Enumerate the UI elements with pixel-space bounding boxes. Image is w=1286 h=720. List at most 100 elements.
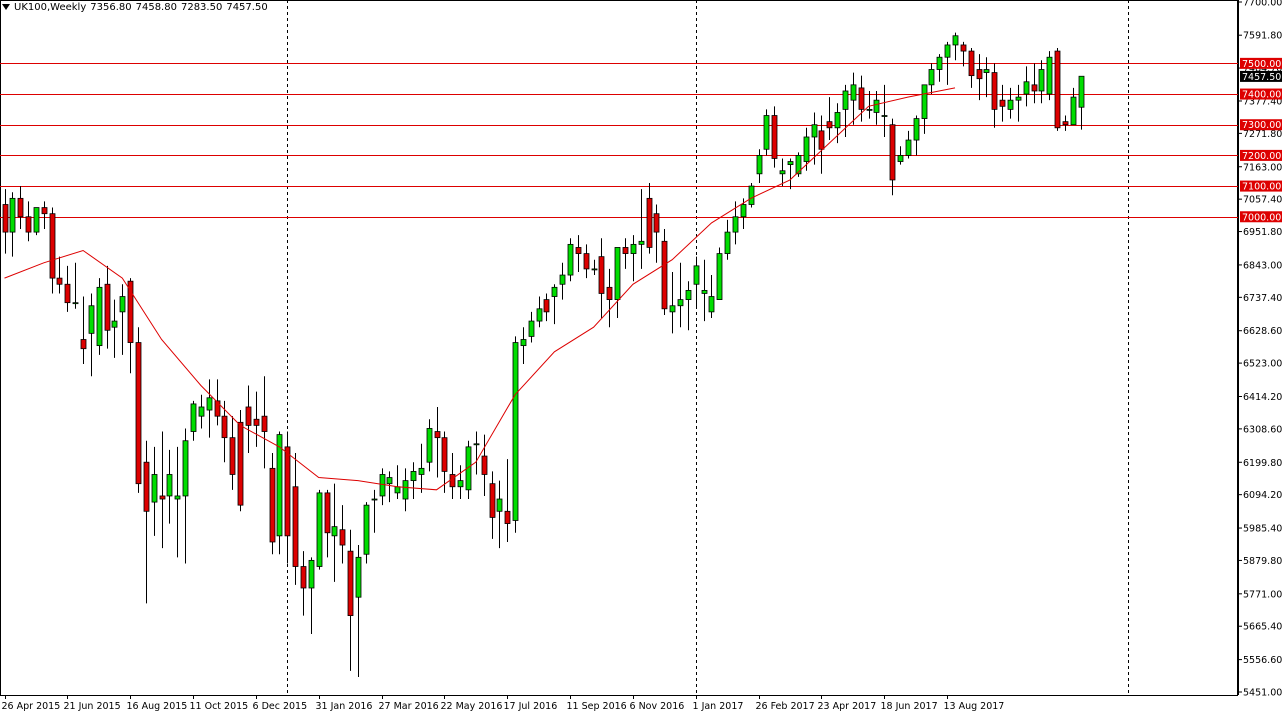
bull-candle-body bbox=[1007, 99, 1014, 110]
bull-candle-body bbox=[740, 204, 747, 218]
candle bbox=[151, 446, 158, 536]
candle bbox=[64, 265, 71, 312]
candle bbox=[897, 146, 904, 165]
high-value: 7458.80 bbox=[135, 1, 177, 13]
candle bbox=[756, 149, 763, 184]
candle bbox=[834, 103, 841, 144]
bull-candle-body bbox=[1046, 56, 1053, 95]
bull-candle-body bbox=[708, 296, 715, 313]
time-axis[interactable] bbox=[0, 696, 1238, 720]
bull-candle-body bbox=[944, 44, 951, 58]
bear-candle-body bbox=[1054, 50, 1061, 129]
bear-candle-body bbox=[41, 207, 48, 215]
candle bbox=[88, 293, 95, 377]
bear-candle-body bbox=[17, 197, 24, 218]
bull-candle-body bbox=[803, 136, 810, 162]
bear-candle-body bbox=[481, 455, 488, 475]
candle bbox=[551, 284, 558, 325]
level-label: 7000.00 bbox=[1242, 212, 1281, 223]
candle bbox=[300, 551, 307, 616]
x-tick-label: 6 Nov 2016 bbox=[630, 701, 685, 712]
candle bbox=[9, 192, 16, 257]
bull-candle-body bbox=[331, 526, 338, 537]
y-tick-label: 7591.80 bbox=[1243, 31, 1282, 42]
bear-candle-body bbox=[143, 461, 150, 512]
candle bbox=[190, 400, 197, 441]
candle bbox=[221, 400, 228, 463]
bear-candle-body bbox=[221, 415, 228, 439]
candle bbox=[182, 428, 189, 564]
bull-candle-body bbox=[936, 56, 943, 70]
candle bbox=[386, 471, 393, 503]
bull-candle-body bbox=[795, 155, 802, 175]
y-tick-label: 6737.40 bbox=[1243, 293, 1282, 304]
bear-candle-body bbox=[504, 510, 511, 524]
candle bbox=[481, 434, 488, 496]
y-tick-label: 6308.60 bbox=[1243, 424, 1282, 435]
candle bbox=[528, 311, 535, 343]
candle bbox=[1070, 87, 1077, 126]
bear-candle-body bbox=[1062, 121, 1069, 126]
bull-candle-body bbox=[787, 161, 794, 166]
y-tick-label: 7484.70 bbox=[1243, 64, 1282, 75]
bear-candle-body bbox=[653, 213, 660, 233]
candle bbox=[237, 410, 244, 512]
bull-candle-body bbox=[174, 495, 181, 500]
bull-candle-body bbox=[567, 243, 574, 276]
bull-candle-body bbox=[928, 69, 935, 86]
candle bbox=[339, 505, 346, 564]
bear-candle-body bbox=[441, 437, 448, 472]
level-label: 7100.00 bbox=[1242, 182, 1281, 193]
bear-candle-body bbox=[104, 283, 111, 331]
candle bbox=[598, 238, 605, 319]
candle bbox=[1054, 48, 1061, 131]
candle bbox=[983, 57, 990, 98]
candle bbox=[371, 489, 378, 533]
bull-candle-body bbox=[206, 397, 213, 411]
candle bbox=[536, 296, 543, 328]
candle bbox=[127, 278, 134, 374]
candle bbox=[826, 97, 833, 141]
bull-candle-body bbox=[536, 308, 543, 322]
bear-candle-body bbox=[2, 204, 9, 233]
bull-candle-body bbox=[198, 406, 205, 417]
candle bbox=[2, 189, 9, 254]
candle bbox=[614, 247, 621, 319]
bear-candle-body bbox=[253, 418, 260, 426]
y-tick-label: 7700.00 bbox=[1243, 0, 1282, 9]
bull-candle-body bbox=[166, 474, 173, 497]
level-label: 7200.00 bbox=[1242, 151, 1281, 162]
candle bbox=[787, 158, 794, 190]
y-tick-label: 6414.20 bbox=[1243, 392, 1282, 403]
candle bbox=[1015, 84, 1022, 122]
candle bbox=[653, 204, 660, 263]
bull-candle-body bbox=[873, 99, 880, 113]
bull-candle-body bbox=[551, 286, 558, 297]
y-tick-label: 7163.00 bbox=[1243, 162, 1282, 173]
current-price-label: 7457.50 bbox=[1242, 72, 1281, 83]
y-tick-label: 7057.40 bbox=[1243, 195, 1282, 206]
bull-candle-body bbox=[457, 480, 464, 488]
candle bbox=[441, 431, 448, 493]
bear-candle-body bbox=[858, 87, 865, 110]
candle bbox=[968, 48, 975, 88]
candle bbox=[135, 327, 142, 493]
dropdown-icon[interactable] bbox=[2, 4, 10, 10]
bear-candle-body bbox=[575, 247, 582, 254]
bull-candle-body bbox=[842, 90, 849, 110]
candle bbox=[543, 293, 550, 322]
candle bbox=[111, 299, 118, 358]
candle bbox=[308, 557, 315, 635]
candle bbox=[379, 468, 386, 506]
bear-candle-body bbox=[889, 124, 896, 181]
candle bbox=[72, 262, 79, 309]
bull-candle-body bbox=[693, 265, 700, 285]
candle bbox=[418, 443, 425, 493]
y-tick-label: 6951.80 bbox=[1243, 227, 1282, 238]
bull-candle-body bbox=[701, 289, 708, 294]
y-tick-label: 7271.80 bbox=[1243, 129, 1282, 140]
bull-candle-body bbox=[779, 170, 786, 175]
candle bbox=[49, 207, 56, 294]
x-tick-label: 27 Mar 2016 bbox=[379, 701, 439, 712]
